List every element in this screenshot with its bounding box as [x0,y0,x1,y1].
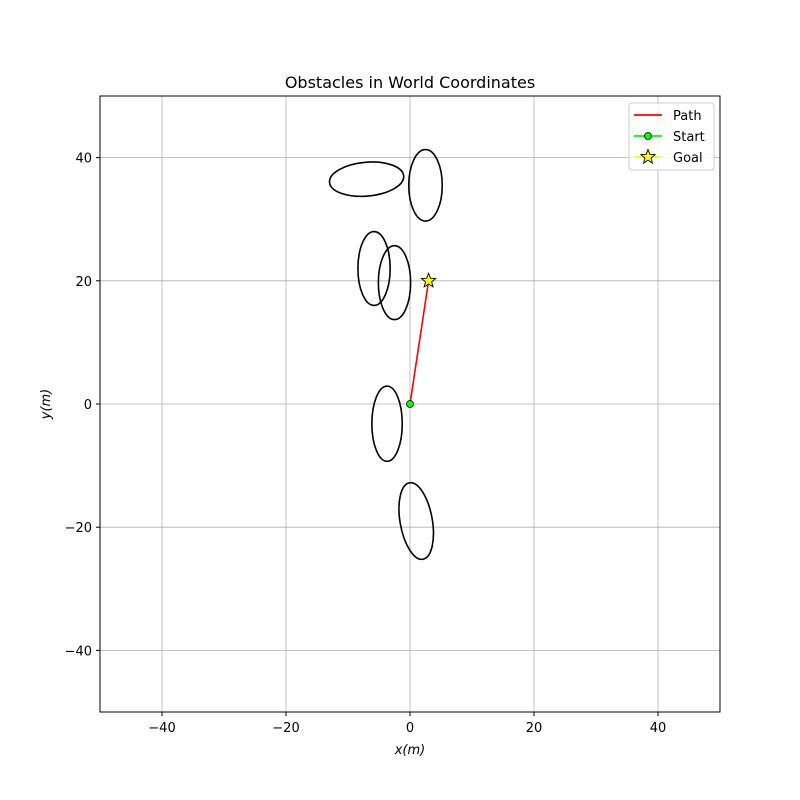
legend-start-marker [644,132,652,140]
y-tick-label: −40 [65,644,92,659]
obstacle-ellipse [357,230,391,307]
ticks: −40 −20 0 20 40 −40 −20 0 20 40 [65,152,667,736]
legend-goal-marker [639,148,657,165]
x-tick-label: 0 [406,721,414,736]
x-tick-label: 40 [650,721,667,736]
y-tick-label: 40 [75,152,92,167]
legend-label: Path [673,109,702,124]
obstacle-ellipse [328,161,405,198]
obstacle-ellipse [398,481,435,561]
y-tick-label: 0 [84,398,92,413]
y-tick-label: −20 [65,521,92,536]
legend-box [628,102,715,171]
x-tick-label: −40 [148,721,175,736]
obstacle-ellipse [377,244,412,321]
x-axis-label: x(m) [394,743,426,758]
series [406,272,437,408]
path-line [409,280,430,405]
obstacle-ellipse [407,148,444,222]
x-tick-label: 20 [526,721,543,736]
legend-label: Goal [673,151,703,166]
chart-title: Obstacles in World Coordinates [285,73,535,92]
obstacles [328,148,444,561]
y-tick-label: 20 [75,275,92,290]
goal-marker [420,272,437,288]
x-tick-label: −20 [272,721,299,736]
obstacle-ellipse [371,385,404,463]
legend: Path Start Goal [628,102,715,171]
y-axis-label: y(m) [39,389,54,421]
legend-label: Start [673,130,705,145]
start-marker [406,400,414,408]
